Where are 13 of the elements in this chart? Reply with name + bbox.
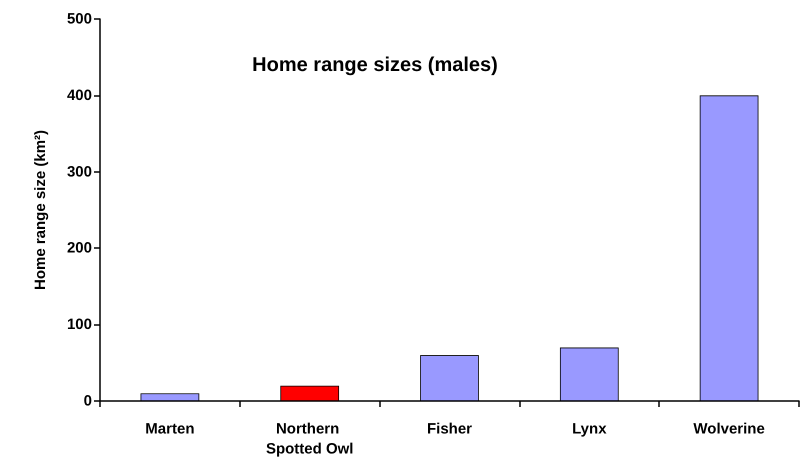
x-tick-label: Marten	[145, 420, 194, 438]
y-tick-label: 300	[66, 163, 92, 180]
y-tick-label: 0	[84, 392, 92, 410]
x-tick-label: Fisher	[426, 420, 472, 438]
x-tick-label: Northern Spotted Owl	[266, 420, 354, 458]
y-tick-label: 100	[66, 316, 92, 334]
text: Home range sizes (males)	[252, 54, 498, 76]
y-tick-label: 400	[66, 86, 92, 104]
y-tick-label: 200	[66, 240, 92, 257]
x-tick-label: Wolverine	[693, 420, 765, 438]
y-axis-title: Home range size (km²)	[32, 130, 49, 290]
y-tick-label: 500	[66, 10, 92, 28]
x-tick-label: Lynx	[572, 420, 608, 438]
